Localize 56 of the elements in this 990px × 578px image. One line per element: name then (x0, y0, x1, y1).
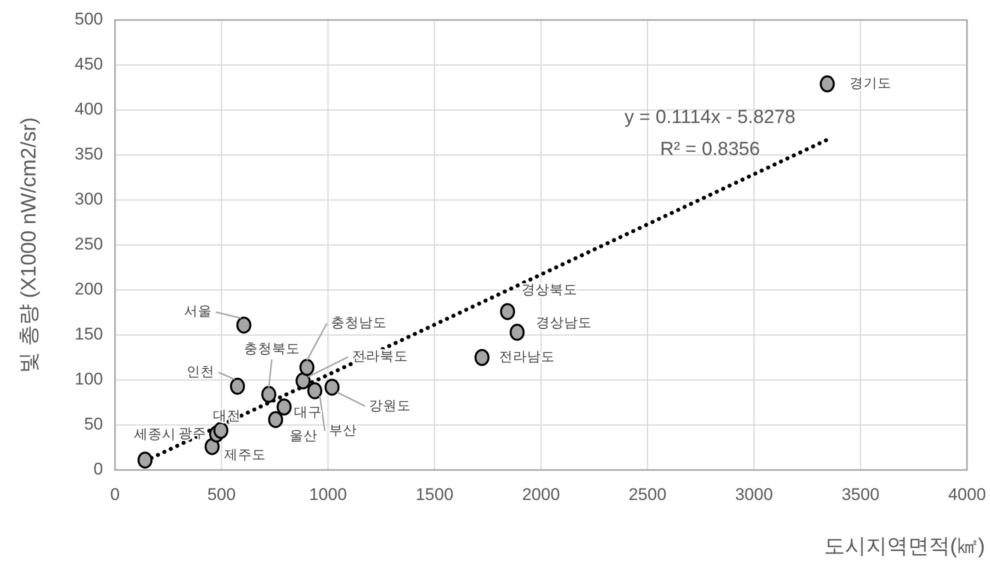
x-tick-label: 0 (110, 485, 120, 504)
annotation: y = 0.1114x - 5.8278 (624, 107, 796, 128)
point (299, 358, 314, 376)
annotation: 광주 (178, 426, 207, 441)
y-tick-label: 450 (74, 54, 103, 74)
x-tick-label: 2000 (522, 485, 560, 504)
x-tick-label: 500 (207, 485, 236, 504)
point (261, 386, 276, 403)
y-tick-label: 0 (94, 459, 103, 478)
point (324, 378, 340, 396)
annotation: 울산 (290, 428, 318, 444)
x-tick-label: 4000 (948, 485, 986, 504)
point (276, 398, 292, 416)
y-tick-label: 200 (74, 279, 103, 298)
y-tick-label: 250 (74, 234, 103, 254)
annotation: 경상남도 (536, 314, 592, 330)
point (474, 349, 490, 366)
x-tick-label: 3000 (735, 485, 773, 504)
y-tick-label: 400 (74, 99, 103, 118)
annotation: 대구 (294, 404, 322, 420)
point (500, 303, 516, 320)
y-tick-label: 100 (74, 369, 103, 388)
annotation: 제주도 (224, 447, 266, 462)
annotation: R² = 0.8356 (660, 139, 760, 160)
y-axis-title: 빛 총량 (X1000 nW/cm2/sr) (18, 117, 41, 373)
y-tick-label: 300 (74, 189, 103, 208)
point (307, 382, 322, 400)
annotation: 강원도 (369, 398, 412, 413)
x-tick-label: 2500 (628, 485, 666, 504)
point (510, 324, 525, 341)
point (268, 411, 284, 428)
annotation: 서울 (184, 304, 212, 319)
y-tick-label: 150 (74, 324, 103, 344)
x-tick-label: 3500 (842, 485, 880, 504)
annotation: 충청북도 (244, 340, 300, 356)
point (213, 422, 228, 439)
y-tick-label: 500 (74, 9, 103, 28)
point (204, 438, 220, 456)
point (236, 316, 252, 334)
y-tick-label: 50 (84, 414, 103, 434)
annotation: 충청남도 (330, 314, 387, 330)
annotation: 부산 (328, 422, 357, 438)
annotation: 전라남도 (499, 349, 555, 364)
annotation: 경기도 (849, 75, 892, 90)
point (138, 452, 153, 469)
point (820, 75, 835, 92)
x-tick-label: 1000 (309, 485, 347, 504)
point (230, 378, 245, 395)
annotation: 인천 (186, 364, 214, 379)
annotation: 대전 (212, 408, 241, 423)
y-tick-label: 350 (74, 144, 103, 164)
point (296, 372, 311, 390)
annotation: 경상북도 (522, 282, 578, 298)
annotation: 세종시 (134, 426, 176, 442)
x-tick-label: 1500 (416, 485, 454, 504)
x-axis-title: 도시지역면적(㎢) (824, 535, 985, 558)
